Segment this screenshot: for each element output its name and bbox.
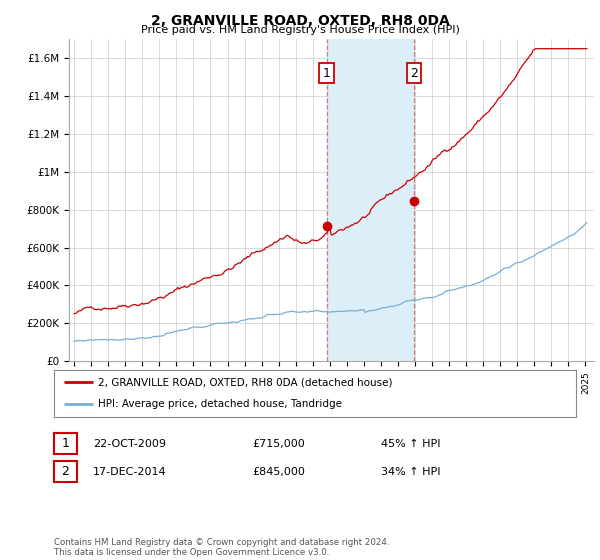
Text: 2, GRANVILLE ROAD, OXTED, RH8 0DA: 2, GRANVILLE ROAD, OXTED, RH8 0DA xyxy=(151,14,449,28)
Text: 1: 1 xyxy=(61,437,70,450)
Text: 34% ↑ HPI: 34% ↑ HPI xyxy=(381,466,440,477)
Text: 2: 2 xyxy=(61,465,70,478)
Text: 2: 2 xyxy=(410,67,418,80)
Text: 45% ↑ HPI: 45% ↑ HPI xyxy=(381,438,440,449)
Text: 1: 1 xyxy=(323,67,331,80)
Text: 17-DEC-2014: 17-DEC-2014 xyxy=(93,466,167,477)
Bar xyxy=(326,39,415,361)
Text: £845,000: £845,000 xyxy=(252,466,305,477)
Text: HPI: Average price, detached house, Tandridge: HPI: Average price, detached house, Tand… xyxy=(98,399,343,409)
Text: Price paid vs. HM Land Registry's House Price Index (HPI): Price paid vs. HM Land Registry's House … xyxy=(140,25,460,35)
Text: 22-OCT-2009: 22-OCT-2009 xyxy=(93,438,166,449)
Text: 2, GRANVILLE ROAD, OXTED, RH8 0DA (detached house): 2, GRANVILLE ROAD, OXTED, RH8 0DA (detac… xyxy=(98,377,393,388)
Text: Contains HM Land Registry data © Crown copyright and database right 2024.
This d: Contains HM Land Registry data © Crown c… xyxy=(54,538,389,557)
Text: £715,000: £715,000 xyxy=(252,438,305,449)
